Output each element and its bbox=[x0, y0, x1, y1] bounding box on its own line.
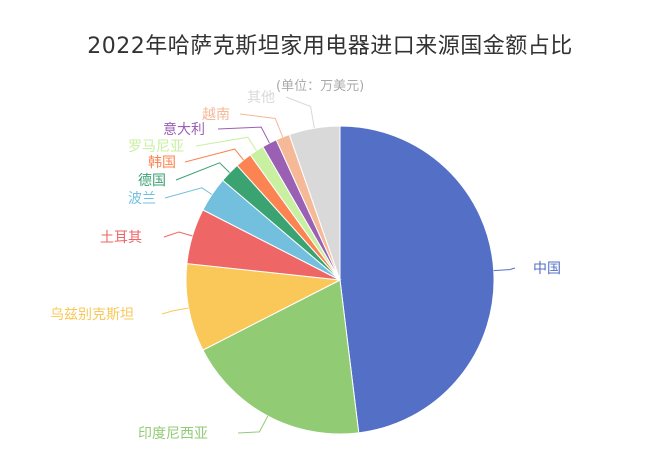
leader-line bbox=[161, 307, 189, 315]
slice-label: 印度尼西亚 bbox=[138, 426, 208, 442]
leader-line bbox=[237, 415, 269, 434]
leader-line bbox=[163, 231, 193, 238]
pie-slice[interactable] bbox=[339, 125, 495, 434]
pie-slice[interactable] bbox=[202, 279, 360, 435]
slice-label: 罗马尼亚 bbox=[128, 139, 184, 155]
slice-label: 乌兹别克斯坦 bbox=[50, 307, 134, 323]
slice-label: 其他 bbox=[247, 90, 275, 106]
leader-line bbox=[164, 187, 213, 199]
chart-title: 2022年哈萨克斯坦家用电器进口来源国金额占比 bbox=[87, 34, 573, 59]
pie-slices bbox=[185, 125, 495, 435]
leader-line bbox=[217, 126, 270, 144]
leader-line bbox=[195, 136, 257, 151]
slice-label: 土耳其 bbox=[100, 230, 142, 246]
slice-label: 中国 bbox=[533, 261, 561, 277]
leader-line bbox=[175, 162, 230, 181]
slice-label: 德国 bbox=[138, 173, 166, 189]
slice-label: 意大利 bbox=[163, 121, 205, 138]
leader-line bbox=[493, 267, 516, 272]
leader-line bbox=[285, 96, 315, 129]
slice-label: 越南 bbox=[202, 107, 230, 123]
pie-slice[interactable] bbox=[288, 125, 341, 281]
slice-label: 波兰 bbox=[128, 191, 156, 207]
pie-slice[interactable] bbox=[185, 263, 342, 351]
chart-subtitle: (单位：万美元) bbox=[276, 79, 365, 94]
leader-line bbox=[239, 113, 284, 138]
slice-label: 韩国 bbox=[148, 155, 176, 171]
leader-line bbox=[184, 148, 244, 163]
